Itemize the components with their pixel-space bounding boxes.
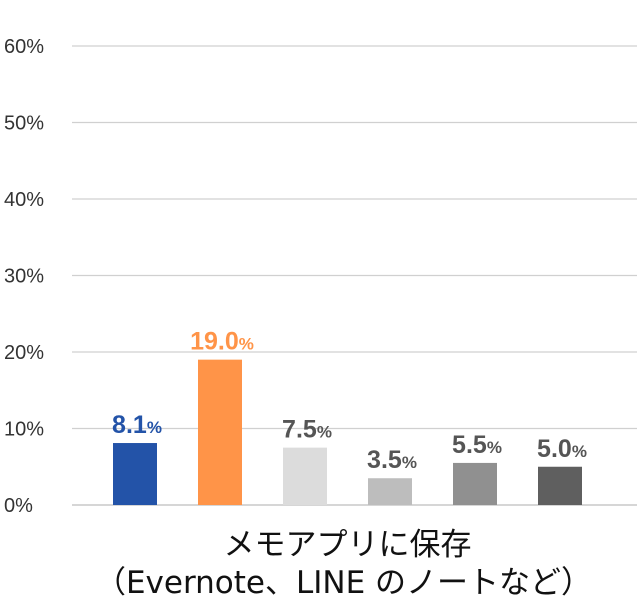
category-label: （Evernote、LINE のノートなど） [95, 565, 592, 601]
y-tick-label: 0% [4, 495, 33, 517]
data-label: 19.0% [190, 328, 254, 356]
data-label: 7.5% [282, 416, 332, 444]
data-label: 5.0% [537, 435, 587, 463]
bar [453, 462, 497, 505]
y-tick-label: 20% [4, 342, 44, 364]
bar [283, 447, 327, 505]
category-label: メモアプリに保存 [224, 527, 472, 563]
y-tick-label: 50% [4, 113, 44, 135]
y-tick-label: 30% [4, 266, 44, 288]
data-label: 3.5% [367, 446, 417, 474]
data-label: 8.1% [112, 411, 162, 439]
data-label: 5.5% [452, 431, 502, 459]
y-tick-label: 40% [4, 189, 44, 211]
bar [368, 478, 412, 505]
bar [113, 443, 157, 505]
y-tick-label: 60% [4, 36, 44, 58]
bar [198, 359, 242, 505]
bar [538, 466, 582, 505]
y-tick-label: 10% [4, 419, 44, 441]
